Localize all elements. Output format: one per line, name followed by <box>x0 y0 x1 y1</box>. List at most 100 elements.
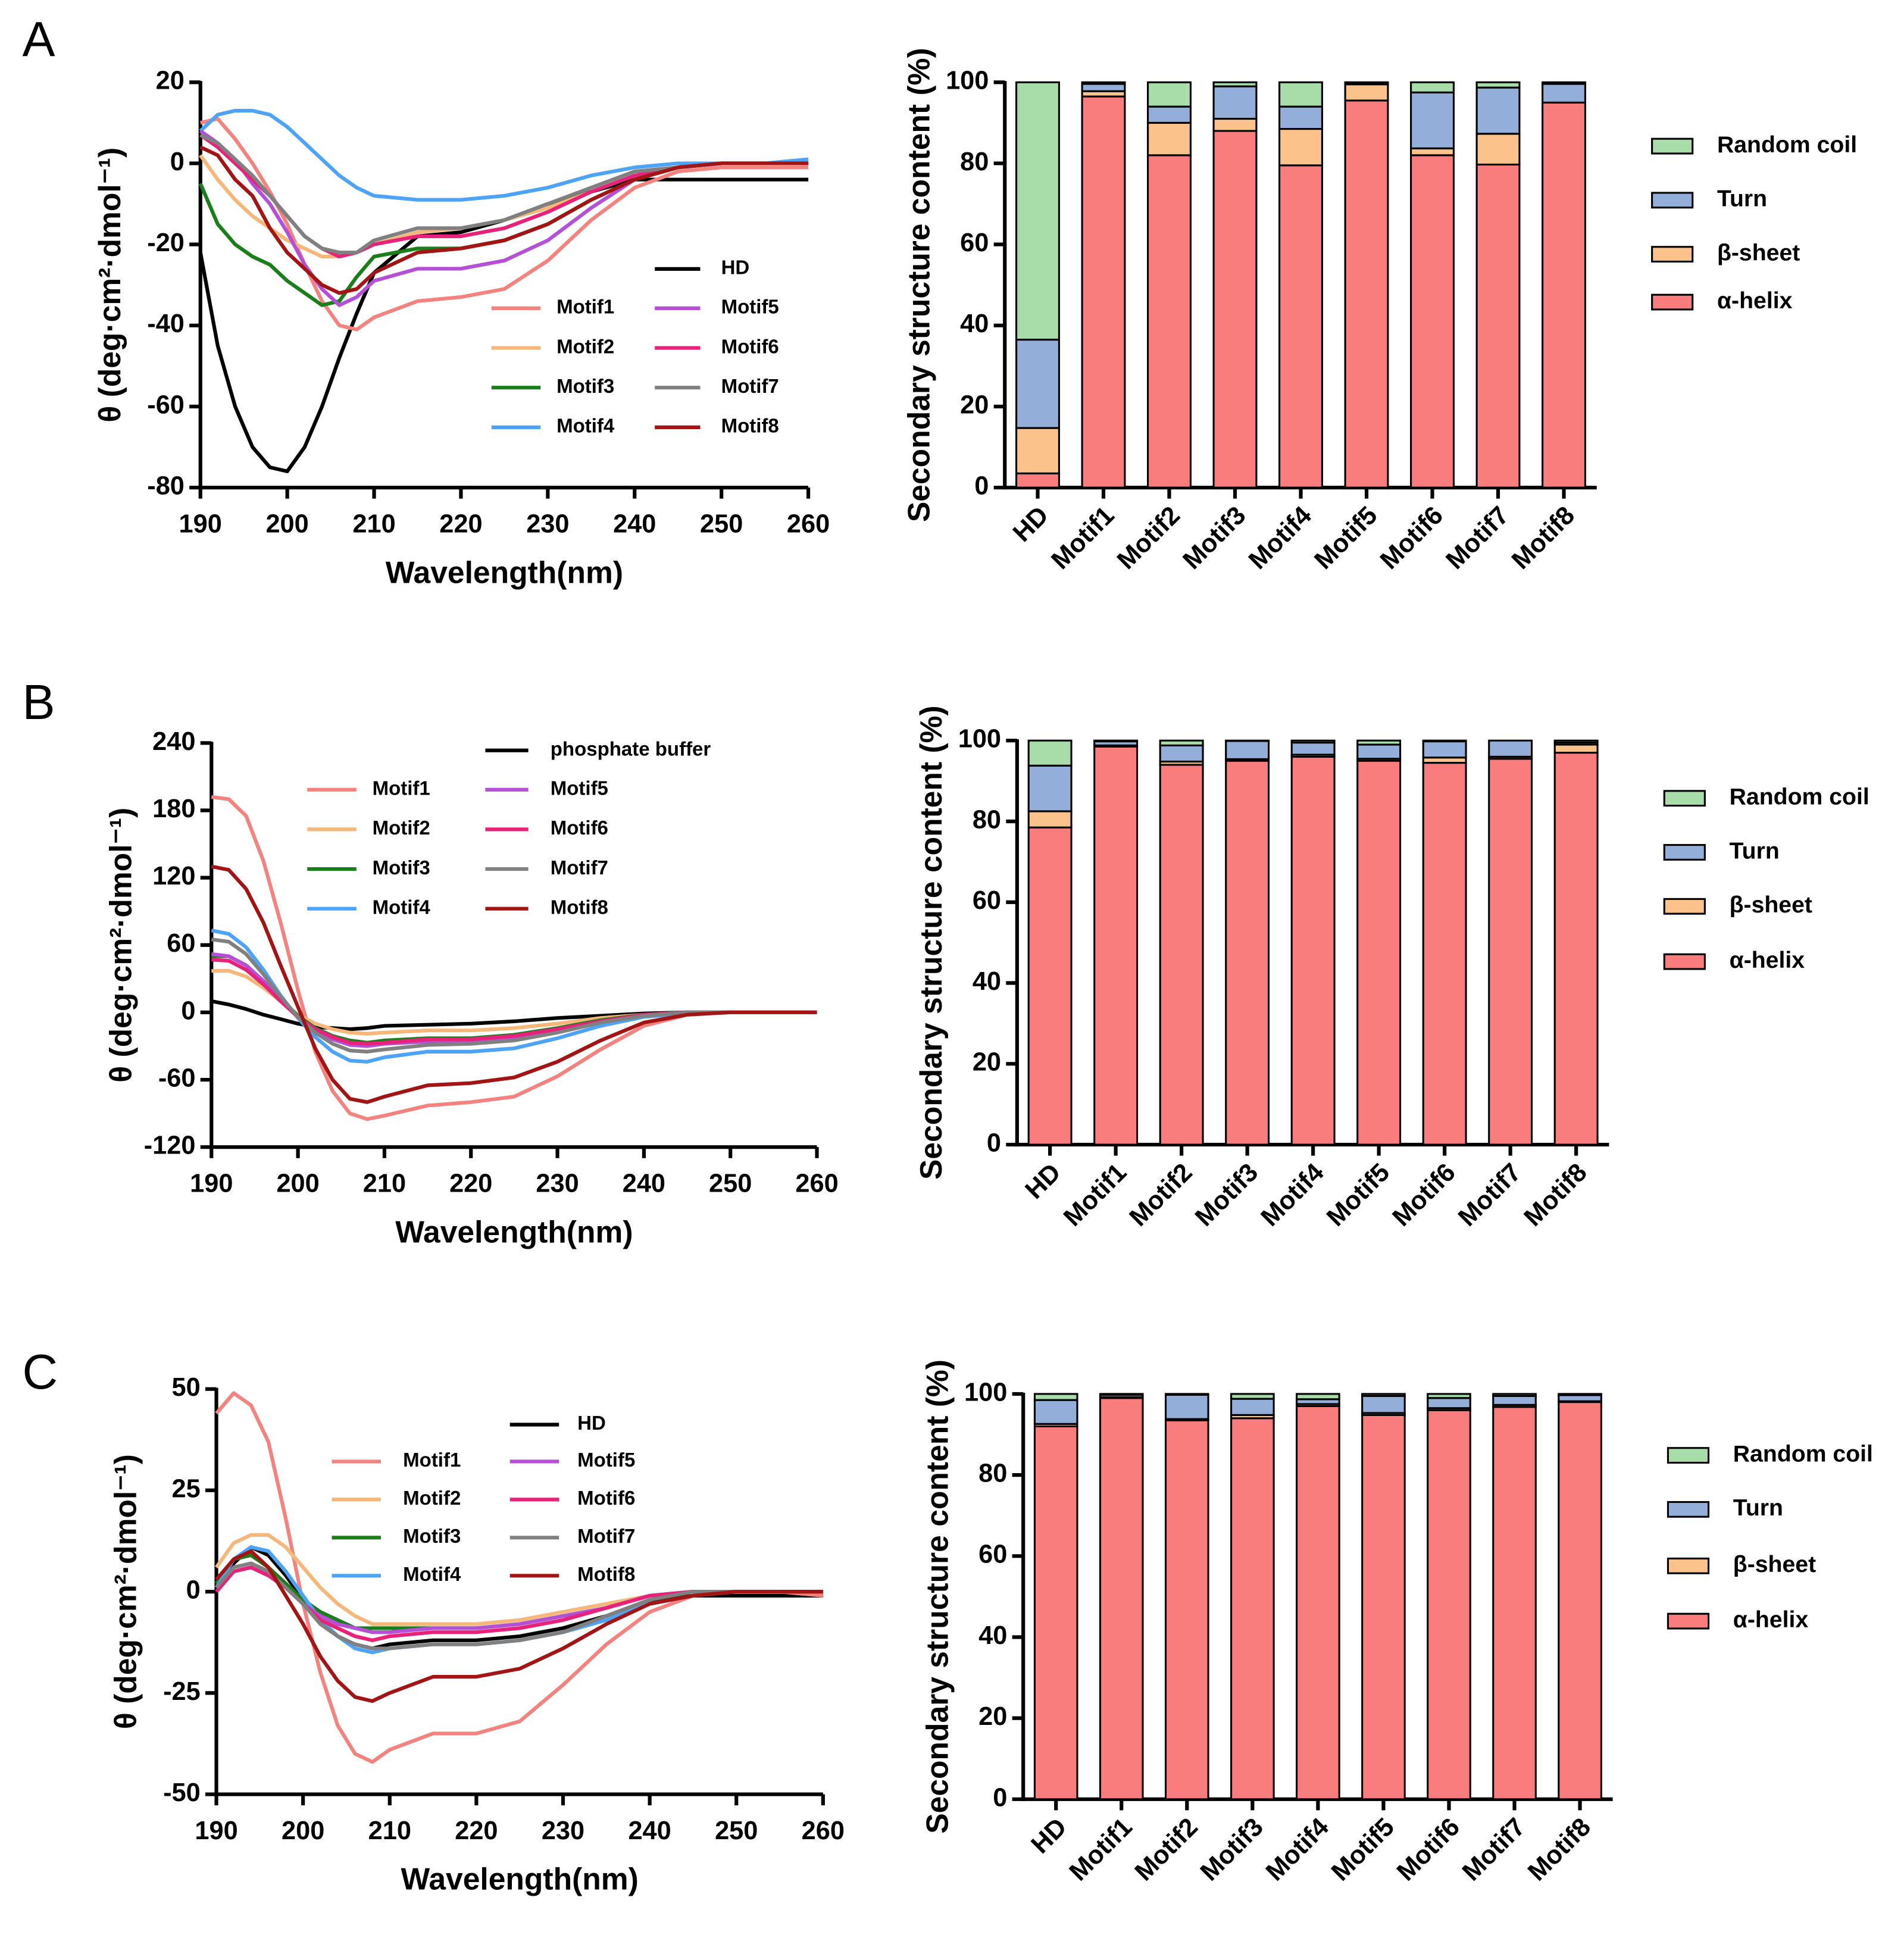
series-line <box>199 108 809 202</box>
bar-segment <box>1488 758 1533 1146</box>
x-tick-label: 220 <box>455 1817 498 1845</box>
y-tick-label: -120 <box>144 1131 196 1160</box>
legend-label: Motif5 <box>551 777 608 799</box>
x-tick-label: 190 <box>190 1170 233 1198</box>
legend-label: α-helix <box>1733 1607 1809 1633</box>
y-tick-label: 0 <box>170 148 185 176</box>
x-tick-label: 260 <box>795 1170 838 1198</box>
legend-swatch <box>1667 1612 1710 1630</box>
legend-label: HD <box>721 257 750 279</box>
legend-label: Motif2 <box>403 1487 461 1509</box>
bar-segment <box>1099 1393 1144 1396</box>
y-tick-label: 60 <box>973 886 1001 915</box>
legend-label: Motif6 <box>577 1487 635 1509</box>
y-tick-label: 50 <box>172 1373 201 1402</box>
bar-segment <box>1344 99 1389 489</box>
y-tick-label: 240 <box>152 727 195 756</box>
legend-swatch <box>1667 1501 1710 1518</box>
legend-label: Motif6 <box>551 817 608 839</box>
series-line <box>211 795 817 1121</box>
x-tick-label: Motif4 <box>1243 501 1317 575</box>
y-tick-label: 20 <box>156 67 185 95</box>
x-tick-label: 220 <box>449 1170 492 1198</box>
bar-segment <box>1147 154 1192 489</box>
bar-segment <box>1278 81 1323 108</box>
bar-segment <box>1542 101 1586 489</box>
x-tick-label: HD <box>1008 501 1054 548</box>
y-tick-label: 0 <box>987 1129 1001 1158</box>
bar-segment <box>1081 95 1126 489</box>
bar-segment <box>1099 1397 1144 1801</box>
x-tick-label: Motif7 <box>1440 501 1514 575</box>
bar-segment <box>1081 83 1126 92</box>
legend-label: Random coil <box>1733 1441 1873 1467</box>
bar-segment <box>1356 743 1402 760</box>
y-tick-label: 80 <box>978 1459 1007 1488</box>
y-tick-label: 60 <box>978 1540 1007 1569</box>
y-axis-title: θ (deg·cm²·dmol⁻¹) <box>103 808 137 1083</box>
x-tick-label: Motif6 <box>1392 1812 1465 1886</box>
bar-segment <box>1225 739 1270 742</box>
legend-swatch <box>1663 898 1706 915</box>
bar-segment <box>1290 742 1336 756</box>
y-tick-label: 100 <box>946 67 989 95</box>
bar-segment <box>1212 81 1258 87</box>
x-axis-title: Wavelength(nm) <box>401 1862 639 1896</box>
bar-segment <box>1225 740 1270 760</box>
legend-label: Random coil <box>1730 784 1869 810</box>
legend-label: α-helix <box>1730 948 1805 973</box>
bar-segment <box>1230 1398 1275 1416</box>
y-tick-label: 60 <box>960 229 989 257</box>
bar-segment <box>1558 1393 1602 1396</box>
bar-segment <box>1422 739 1467 743</box>
y-tick-label: -60 <box>158 1064 196 1093</box>
bar-segment <box>1475 133 1521 166</box>
legend-label: HD <box>577 1412 606 1434</box>
x-tick-label: 230 <box>536 1170 579 1198</box>
bar-segment <box>1278 105 1323 130</box>
x-tick-label: Motif2 <box>1124 1158 1198 1232</box>
y-tick-label: 20 <box>978 1702 1007 1731</box>
panel-label: B <box>23 675 55 730</box>
legend-swatch <box>1667 1447 1710 1464</box>
x-tick-label: 260 <box>787 510 830 539</box>
legend-label: Motif3 <box>373 857 430 879</box>
legend-label: Motif3 <box>403 1525 461 1547</box>
bar-segment <box>1361 1395 1406 1414</box>
bar-segment <box>1230 1417 1275 1801</box>
bar-segment <box>1542 81 1586 85</box>
bar-segment <box>1488 739 1533 758</box>
bar-segment <box>1164 1393 1209 1396</box>
series-line <box>211 864 817 1104</box>
bar-segment <box>1164 1419 1209 1801</box>
x-tick-label: 240 <box>623 1170 665 1198</box>
y-tick-label: -50 <box>163 1778 201 1807</box>
x-tick-label: Motif7 <box>1457 1812 1531 1886</box>
bar-segment <box>1027 826 1073 1146</box>
bar-segment <box>1475 163 1521 489</box>
legend-label: Motif1 <box>373 777 430 799</box>
x-tick-label: Motif1 <box>1064 1812 1138 1886</box>
x-tick-label: HD <box>1020 1158 1066 1205</box>
bar-segment <box>1164 1393 1209 1420</box>
x-tick-label: Motif5 <box>1309 501 1383 575</box>
bar-segment <box>1553 739 1599 744</box>
y-tick-label: 100 <box>964 1378 1007 1406</box>
bar-segment <box>1356 739 1402 746</box>
legend-label: β-sheet <box>1733 1552 1816 1577</box>
bar-segment <box>1290 739 1336 744</box>
bar-segment <box>1296 1405 1340 1801</box>
legend-swatch <box>1663 953 1706 970</box>
legend-label: Motif8 <box>721 415 779 437</box>
legend-label: α-helix <box>1717 288 1793 314</box>
y-tick-label: 40 <box>978 1621 1007 1650</box>
bar-segment <box>1492 1393 1537 1397</box>
y-tick-label: 0 <box>993 1783 1007 1812</box>
x-tick-label: Motif5 <box>1321 1158 1395 1232</box>
bar-segment <box>1027 739 1073 767</box>
series-line <box>199 129 809 307</box>
bar-segment <box>1230 1393 1275 1400</box>
bar-segment <box>1427 1393 1471 1399</box>
bar-segment <box>1296 1393 1340 1401</box>
bar-segment <box>1147 121 1192 157</box>
